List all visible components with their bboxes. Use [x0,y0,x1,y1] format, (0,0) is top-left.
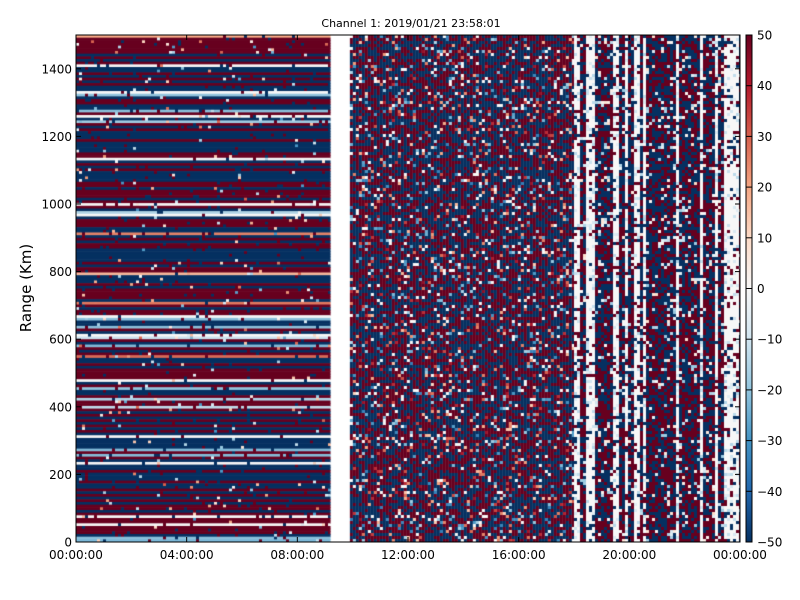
colorbar-tick-label: −50 [757,536,782,550]
x-tick-label: 04:00:00 [160,548,214,562]
x-axis: 00:00:00 04:00:00 08:00:00 12:00:00 16:00:00… [49,35,767,562]
colorbar-tick-label: 40 [757,79,772,93]
colorbar-tick-label: 50 [757,29,772,43]
y-tick-label: 1400 [41,62,72,76]
colorbar-tick-label: −30 [757,434,782,448]
heatmap-plot-area [76,35,740,542]
y-tick-label: 200 [49,468,72,482]
x-tick-label: 08:00:00 [270,548,324,562]
colorbar-tick-label: −10 [757,333,782,347]
x-tick-label: 16:00:00 [492,548,546,562]
x-tick-label: 00:00:00 [49,548,103,562]
colorbar-tick-label: −40 [757,485,782,499]
heatmap-cells [76,35,740,542]
y-tick-label: 400 [49,400,72,414]
y-tick-label: 600 [49,333,72,347]
colorbar-ticks: 50 40 30 20 10 0 −10 −20 −30 −40 −50 [746,29,782,550]
chart-title: Channel 1: 2019/01/21 23:58:01 [321,17,500,30]
y-tick-label: 1200 [41,130,72,144]
y-axis-label: Range (Km) [17,244,35,332]
colorbar-tick-label: 20 [757,181,772,195]
colorbar-tick-label: −20 [757,383,782,397]
x-tick-label: 12:00:00 [381,548,435,562]
y-tick-label: 1000 [41,198,72,212]
colorbar-tick-label: 10 [757,231,772,245]
x-tick-label: 00:00:00 [713,548,767,562]
colorbar-tick-label: 0 [757,282,765,296]
y-axis: 0 200 400 600 800 1000 1200 1400 [41,62,740,550]
y-tick-label: 800 [49,265,72,279]
x-tick-label: 20:00:00 [602,548,656,562]
colorbar-tick-label: 30 [757,130,772,144]
y-tick-label: 0 [64,536,72,550]
